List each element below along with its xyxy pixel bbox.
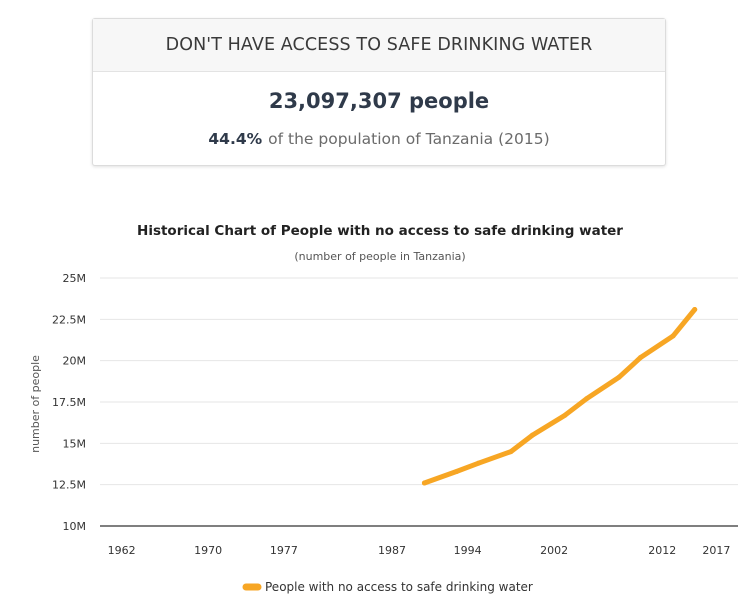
data-point (562, 412, 568, 418)
summary-card: DON'T HAVE ACCESS TO SAFE DRINKING WATER… (92, 18, 666, 166)
y-tick-label: 10M (63, 520, 87, 533)
data-point (616, 374, 622, 380)
y-tick-label: 12.5M (52, 479, 86, 492)
chart-subtitle: (number of people in Tanzania) (294, 250, 466, 263)
x-tick-label: 2017 (702, 544, 730, 557)
y-tick-label: 17.5M (52, 396, 86, 409)
x-tick-label: 1994 (454, 544, 482, 557)
data-point (638, 354, 644, 360)
data-point (584, 396, 590, 402)
x-tick-label: 1970 (194, 544, 222, 557)
series-line (421, 307, 698, 486)
card-percent: 44.4% (208, 130, 263, 148)
data-point (454, 468, 460, 474)
x-tick-label: 1977 (270, 544, 298, 557)
y-tick-label: 25M (63, 272, 87, 285)
data-point (530, 432, 536, 438)
data-point (508, 449, 514, 455)
data-point (421, 480, 427, 486)
y-tick-label: 20M (63, 355, 87, 368)
x-tick-label: 1987 (378, 544, 406, 557)
x-tick-label: 2002 (540, 544, 568, 557)
data-point (692, 306, 698, 312)
chart-title: Historical Chart of People with no acces… (137, 223, 623, 239)
y-tick-label: 15M (63, 437, 87, 450)
legend-label[interactable]: People with no access to safe drinking w… (265, 580, 533, 594)
x-tick-label: 2012 (648, 544, 676, 557)
y-axis-title: number of people (29, 355, 42, 453)
card-subtext-line: 44.4% of the population of Tanzania (2015… (93, 130, 665, 148)
data-point (670, 333, 676, 339)
data-point (475, 460, 481, 466)
y-tick-label: 22.5M (52, 313, 86, 326)
card-title: DON'T HAVE ACCESS TO SAFE DRINKING WATER (93, 19, 665, 72)
card-subtext: of the population of Tanzania (2015) (268, 130, 550, 148)
x-tick-label: 1962 (108, 544, 136, 557)
card-value: 23,097,307 people (268, 89, 490, 113)
